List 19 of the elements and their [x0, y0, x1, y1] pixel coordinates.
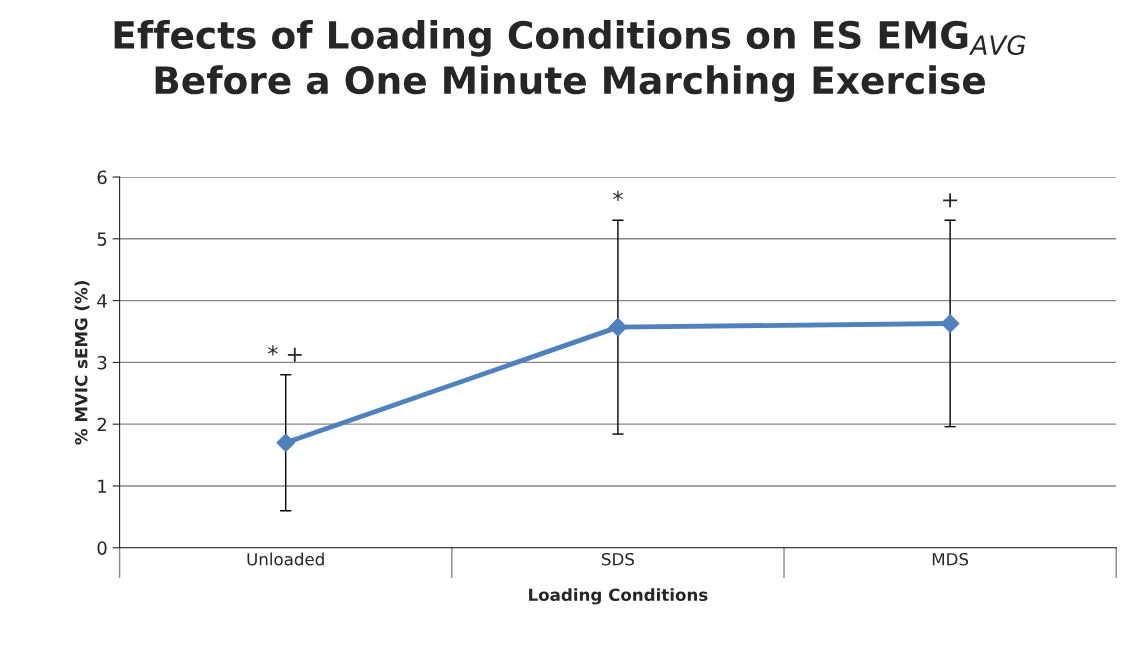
x-axis-title: Loading Conditions: [529, 588, 708, 605]
x-tick-label: Unloaded: [247, 552, 324, 566]
y-tick-label: 0: [97, 541, 107, 555]
y-tick-label: 4: [97, 294, 107, 308]
y-tick-label: 3: [97, 355, 107, 370]
annotation: *: [613, 190, 623, 201]
x-tick-label: SDS: [602, 552, 634, 566]
y-tick-label: 2: [97, 417, 106, 432]
chart-title: Effects of Loading Conditions on ES EMG$_{AVG}$ Before a One Minute Marching Exercise: [114, 20, 1026, 102]
y-tick-label: 5: [97, 232, 107, 246]
y-tick-label: 6: [97, 170, 107, 185]
y-tick-label: 1: [98, 479, 107, 493]
point: [940, 314, 960, 333]
point: [276, 433, 296, 453]
point: [608, 317, 628, 337]
annotation: +: [943, 193, 958, 208]
annotation: * +: [267, 345, 302, 362]
y-axis-title: % MVIC sEMG (%): [74, 281, 90, 445]
x-tick-label: MDS: [932, 552, 969, 566]
